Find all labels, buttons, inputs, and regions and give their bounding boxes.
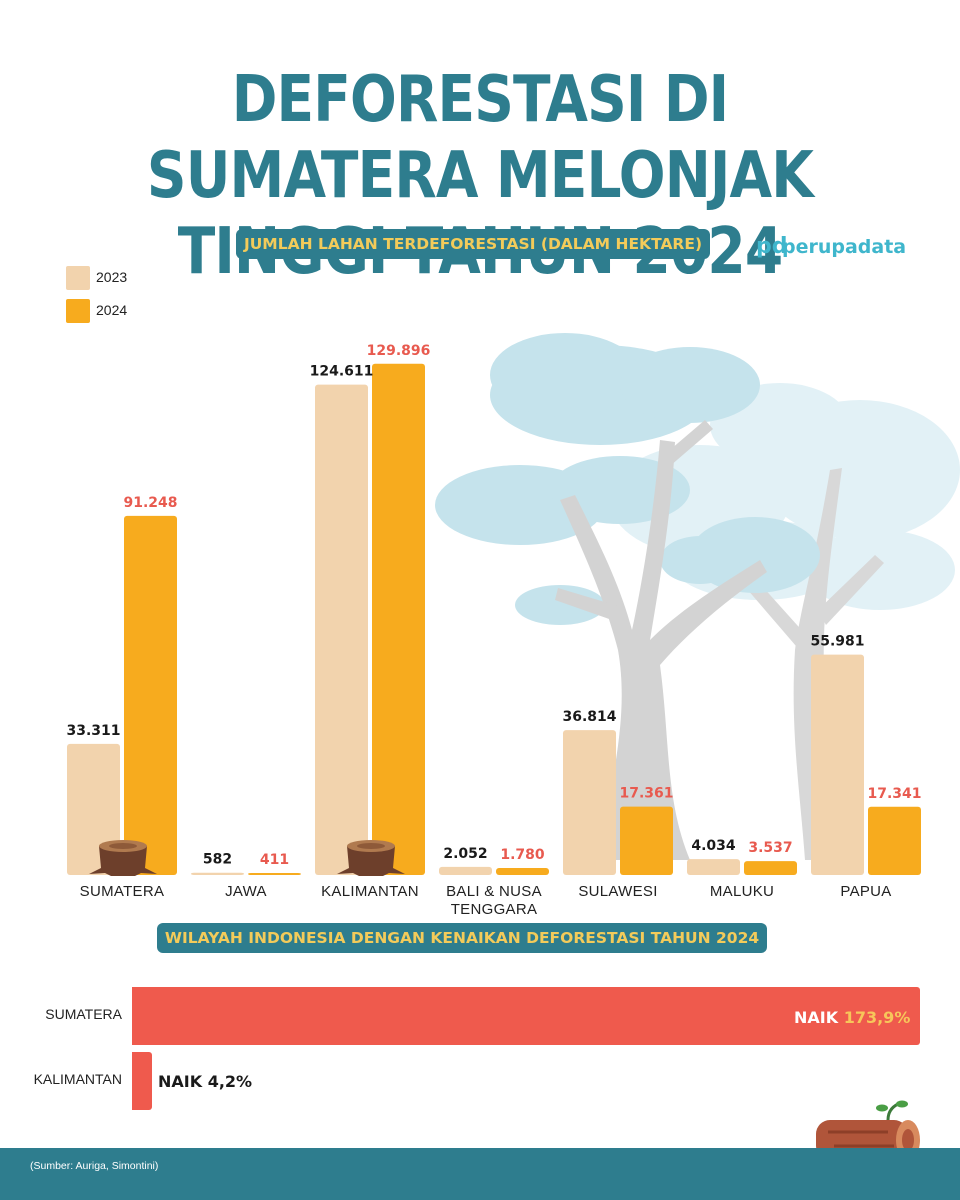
bar-2024-sulawesi xyxy=(620,806,673,875)
deforestation-bar-chart: 33.311 91.248 582 411 124.611 129.896 2.052 1.7… xyxy=(66,333,960,918)
hbar-label-kalimantan: KALIMANTAN xyxy=(33,1071,122,1087)
value-label-2024-bali-and-nusa-tenggara: 1.780 xyxy=(500,847,545,863)
value-label-2023-maluku: 4.034 xyxy=(691,838,736,854)
value-label-2023-papua: 55.981 xyxy=(810,634,864,650)
value-label-2023-jawa: 582 xyxy=(203,852,232,868)
value-label-2024-jawa: 411 xyxy=(260,852,289,868)
value-labels: 33.311 91.248 582 411 124.611 129.896 2.052 1.7… xyxy=(66,343,921,868)
bar-2023-sulawesi xyxy=(563,730,616,875)
legend-label-2023: 2023 xyxy=(96,269,128,285)
bar-2024-kalimantan xyxy=(372,363,425,875)
category-label-maluku: MALUKU xyxy=(710,883,774,900)
bar-2023-kalimantan xyxy=(315,384,368,875)
value-label-2023-kalimantan: 124.611 xyxy=(310,364,374,380)
value-label-2024-kalimantan: 129.896 xyxy=(367,343,431,359)
value-label-2023-bali-and-nusa-tenggara: 2.052 xyxy=(443,846,487,862)
increase-title-pill: WILAYAH INDONESIA DENGAN KENAIKAN DEFORE… xyxy=(157,923,767,953)
increase-bar-kalimantan xyxy=(132,1052,152,1110)
chart-title-pill: JUMLAH LAHAN TERDEFORESTASI (DALAM HEKTA… xyxy=(236,229,710,259)
bar-2024-papua xyxy=(868,806,921,875)
value-label-2024-sulawesi: 17.361 xyxy=(619,786,673,802)
bar-2024-bali-and-nusa-tenggara xyxy=(496,867,549,875)
bar-2023-papua xyxy=(811,654,864,875)
increase-percent: 173,9% xyxy=(843,1008,911,1027)
increase-percent: 4,2% xyxy=(207,1072,253,1091)
legend-swatch-2024 xyxy=(66,299,90,323)
brand-name: perupadata xyxy=(782,236,907,258)
footer-bar: (Sumber: Auriga, Simontini) xyxy=(0,1148,960,1200)
source-note: (Sumber: Auriga, Simontini) xyxy=(30,1160,159,1172)
increase-prefix: NAIK xyxy=(794,1008,839,1027)
hbar-label-sumatera: SUMATERA xyxy=(45,1006,122,1022)
increase-value-sumatera: NAIK 173,9% xyxy=(794,1008,910,1027)
category-label-sulawesi: SULAWESI xyxy=(578,883,657,900)
value-label-2024-papua: 17.341 xyxy=(867,786,921,802)
value-label-2024-maluku: 3.537 xyxy=(748,840,792,856)
increase-bar-sumatera xyxy=(132,987,920,1045)
legend-label-2024: 2024 xyxy=(96,302,128,318)
bar-2023-bali-and-nusa-tenggara xyxy=(439,866,492,875)
increase-prefix: NAIK xyxy=(158,1072,203,1091)
bar-2024-maluku xyxy=(744,861,797,875)
category-label-jawa: JAWA xyxy=(225,883,267,900)
tree-illustration xyxy=(435,333,960,860)
category-labels: SUMATERA JAWA KALIMANTAN BALI & NUSA TENGGAR… xyxy=(80,883,892,918)
tree-stump-icon xyxy=(337,840,405,876)
category-label-papua: PAPUA xyxy=(840,883,891,900)
series-2024 xyxy=(124,363,921,875)
bar-2023-maluku xyxy=(687,859,740,875)
bar-2024-sumatera xyxy=(124,515,177,875)
category-label-kalimantan: KALIMANTAN xyxy=(321,883,419,900)
category-label-sumatera: SUMATERA xyxy=(80,883,165,900)
bar-2024-jawa xyxy=(248,873,301,875)
value-label-2023-sumatera: 33.311 xyxy=(66,723,120,739)
increase-value-kalimantan: NAIK 4,2% xyxy=(158,1072,252,1091)
value-label-2024-sumatera: 91.248 xyxy=(123,495,177,511)
value-label-2023-sulawesi: 36.814 xyxy=(562,709,616,725)
bar-2023-jawa xyxy=(191,872,244,875)
legend-swatch-2023 xyxy=(66,266,90,290)
category-label-bali-and-nusa-tenggara: BALI & NUSA TENGGARA xyxy=(446,883,542,918)
tree-stump-icon xyxy=(89,840,157,876)
